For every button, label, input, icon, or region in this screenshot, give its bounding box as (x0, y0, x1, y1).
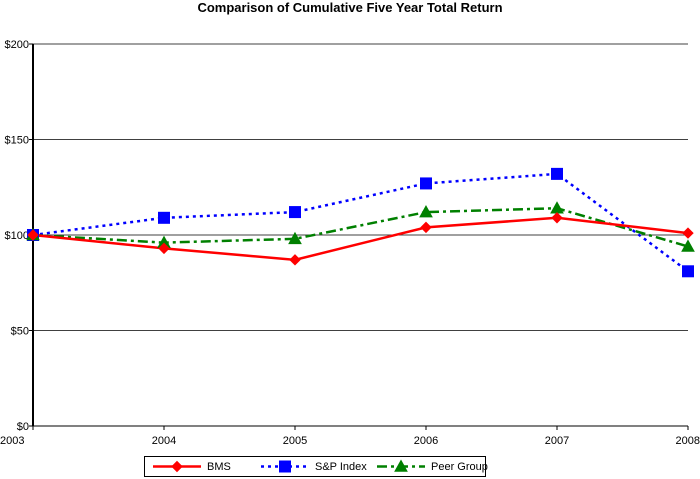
point-bms-2006 (420, 221, 432, 234)
y-tick-label: $100 (5, 230, 29, 242)
axes (29, 43, 689, 430)
point-bms-2003 (27, 229, 39, 241)
point-bms-2004 (158, 242, 170, 255)
y-tick-label: $0 (17, 421, 29, 433)
legend-label: Peer Group (431, 460, 488, 473)
legend-swatch-bms (153, 460, 201, 473)
legend-marker (279, 460, 291, 473)
legend-marker (394, 459, 408, 472)
legend-label: BMS (207, 460, 231, 473)
series-markers (26, 167, 695, 278)
x-tick-label: 2007 (545, 435, 569, 447)
x-tick-label: 2008 (676, 435, 700, 447)
legend-item-peer-group: Peer Group (373, 457, 488, 476)
legend-swatch-s-p-index (261, 460, 309, 473)
legend-item-bms: BMS (149, 457, 231, 476)
series-line-bms (32, 216, 689, 262)
point-s-p-index-2007 (551, 167, 563, 180)
x-tick-label: 2006 (414, 435, 438, 447)
series-line-peer-group (32, 207, 689, 248)
point-peer-group-2006 (419, 205, 433, 218)
point-bms-2005 (289, 254, 301, 266)
y-tick-label: $200 (5, 39, 29, 51)
x-tick-label: 2003 (0, 435, 24, 447)
tick-labels: $0 $50 $100 $150 $200 2003 2004 2005 2006 2007 200… (0, 39, 700, 447)
gridlines (33, 43, 688, 427)
series-line-s-p-index (32, 172, 689, 273)
x-tick-label: 2005 (283, 435, 307, 447)
point-s-p-index-2008 (682, 265, 694, 278)
chart-title: Comparison of Cumulative Five Year Total… (197, 0, 503, 15)
y-tick-label: $50 (11, 326, 29, 338)
point-s-p-index-2004 (158, 211, 170, 224)
legend-marker (171, 460, 183, 473)
point-bms-2008 (682, 227, 694, 239)
y-tick-label: $150 (5, 135, 29, 147)
legend-swatch-peer-group (377, 459, 425, 472)
series-lines (32, 172, 689, 273)
point-bms-2007 (551, 212, 563, 224)
point-peer-group-2005 (288, 231, 302, 245)
point-peer-group-2007 (550, 201, 564, 214)
x-tick-label: 2004 (152, 435, 176, 447)
legend-item-s-p-index: S&P Index (257, 457, 367, 476)
legend-label: S&P Index (315, 460, 367, 473)
legend: BMS S&P Index Peer Group (144, 456, 488, 477)
point-s-p-index-2005 (289, 206, 301, 219)
point-peer-group-2008 (681, 239, 695, 252)
point-s-p-index-2006 (420, 177, 432, 190)
